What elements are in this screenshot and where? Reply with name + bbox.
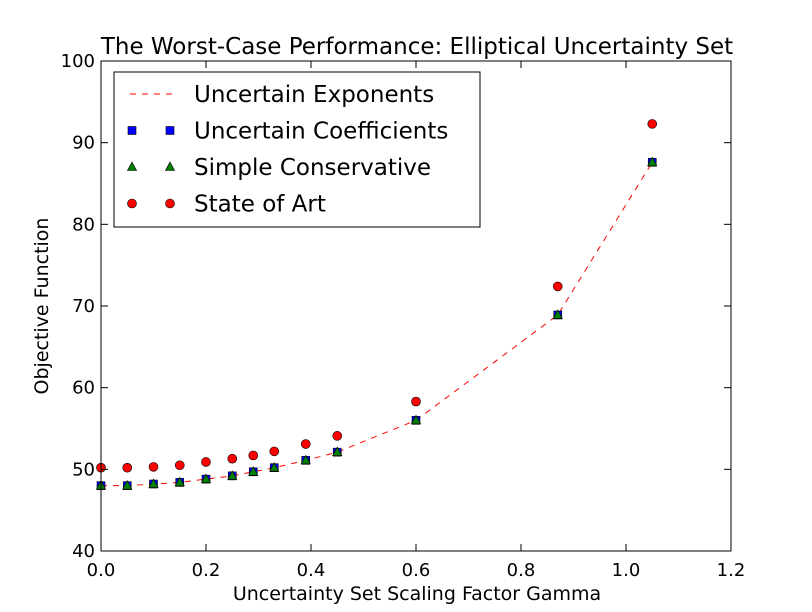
legend-swatch-uncertain-coefficients bbox=[165, 126, 175, 135]
y-tick-label: 70 bbox=[72, 296, 95, 317]
legend-swatch-simple-conservative bbox=[164, 161, 176, 171]
data-point-state-of-art bbox=[248, 450, 259, 461]
y-tick-label: 50 bbox=[72, 459, 95, 480]
data-point-simple-conservative bbox=[227, 470, 238, 480]
x-tick-label: 1.0 bbox=[612, 560, 641, 581]
legend-swatch-uncertain-coefficients bbox=[127, 126, 137, 135]
legend-label-uncertain-coefficients: Uncertain Coefficients bbox=[194, 119, 448, 145]
data-point-state-of-art bbox=[647, 119, 658, 129]
legend-swatch-simple-conservative bbox=[126, 161, 138, 171]
legend-swatch-state-of-art bbox=[165, 198, 175, 209]
legend-swatch-state-of-art bbox=[127, 198, 137, 209]
data-point-simple-conservative bbox=[647, 156, 658, 167]
data-point-simple-conservative bbox=[174, 476, 185, 487]
data-point-simple-conservative bbox=[552, 309, 563, 319]
legend: Uncertain Exponents Uncertain Coefficient… bbox=[113, 71, 481, 228]
data-point-state-of-art bbox=[300, 439, 311, 449]
y-tick-label: 100 bbox=[61, 51, 95, 72]
data-point-state-of-art bbox=[552, 281, 563, 292]
data-point-simple-conservative bbox=[148, 478, 159, 488]
data-point-simple-conservative bbox=[269, 462, 280, 472]
data-point-simple-conservative bbox=[332, 446, 343, 456]
data-point-simple-conservative bbox=[200, 473, 212, 483]
data-point-state-of-art bbox=[332, 431, 343, 441]
y-axis-label: Objective Function bbox=[31, 218, 53, 395]
data-point-simple-conservative bbox=[410, 414, 422, 425]
y-tick-label: 40 bbox=[72, 541, 95, 562]
x-tick-label: 1.2 bbox=[717, 560, 746, 581]
x-tick-label: 0.0 bbox=[87, 560, 116, 581]
legend-label-simple-conservative: Simple Conservative bbox=[194, 155, 431, 181]
data-point-state-of-art bbox=[269, 446, 280, 457]
x-axis-label: Uncertainty Set Scaling Factor Gamma bbox=[233, 583, 601, 605]
y-tick-label: 60 bbox=[72, 378, 95, 399]
data-point-simple-conservative bbox=[122, 480, 133, 490]
x-tick-label: 0.6 bbox=[402, 560, 431, 581]
data-point-state-of-art bbox=[227, 453, 238, 464]
data-point-simple-conservative bbox=[300, 454, 311, 465]
plot-area bbox=[95, 119, 658, 490]
legend-label-uncertain-exponents: Uncertain Exponents bbox=[194, 82, 434, 108]
axis-ticks: 0.0 0.2 0.4 0.6 0.8 1.0 1.2 40 50 60 70 80 90 100 bbox=[61, 51, 746, 581]
data-point-state-of-art bbox=[201, 457, 211, 467]
data-point-state-of-art bbox=[148, 462, 159, 472]
data-point-state-of-art bbox=[174, 460, 185, 471]
data-point-simple-conservative bbox=[248, 466, 259, 476]
data-point-state-of-art bbox=[411, 396, 421, 407]
chart-title: The Worst-Case Performance: Elliptical U… bbox=[100, 34, 733, 60]
y-tick-label: 80 bbox=[72, 214, 95, 235]
legend-label-state-of-art: State of Art bbox=[194, 192, 326, 218]
y-tick-label: 90 bbox=[72, 133, 95, 154]
legend-box bbox=[113, 71, 481, 228]
x-tick-label: 0.8 bbox=[507, 560, 536, 581]
data-point-state-of-art bbox=[122, 462, 133, 473]
x-tick-label: 0.4 bbox=[297, 560, 326, 581]
x-tick-label: 0.2 bbox=[192, 560, 221, 581]
